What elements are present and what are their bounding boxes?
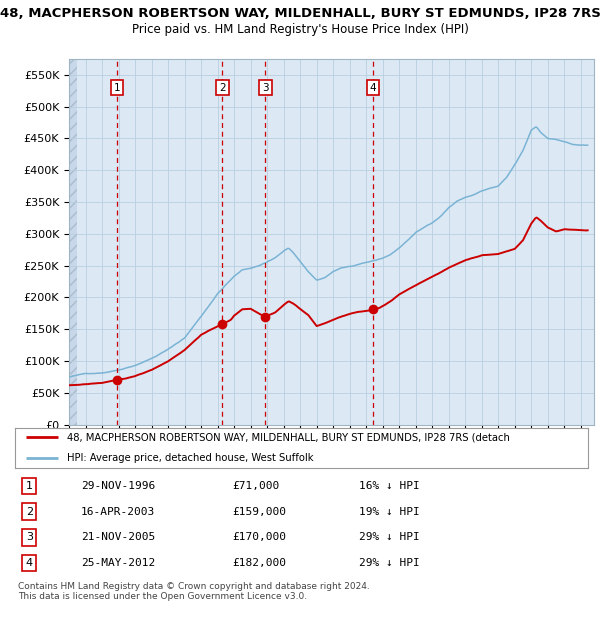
Text: £182,000: £182,000 — [233, 558, 287, 568]
Text: 29-NOV-1996: 29-NOV-1996 — [81, 481, 155, 491]
Text: £71,000: £71,000 — [233, 481, 280, 491]
Text: 48, MACPHERSON ROBERTSON WAY, MILDENHALL, BURY ST EDMUNDS, IP28 7RS: 48, MACPHERSON ROBERTSON WAY, MILDENHALL… — [0, 7, 600, 20]
Text: 48, MACPHERSON ROBERTSON WAY, MILDENHALL, BURY ST EDMUNDS, IP28 7RS (detach: 48, MACPHERSON ROBERTSON WAY, MILDENHALL… — [67, 433, 509, 443]
Text: 3: 3 — [26, 533, 33, 542]
Text: 2: 2 — [26, 507, 33, 516]
Text: 1: 1 — [114, 82, 121, 92]
Text: 21-NOV-2005: 21-NOV-2005 — [81, 533, 155, 542]
Text: 4: 4 — [26, 558, 33, 568]
Text: 19% ↓ HPI: 19% ↓ HPI — [359, 507, 419, 516]
Text: Contains HM Land Registry data © Crown copyright and database right 2024.
This d: Contains HM Land Registry data © Crown c… — [18, 582, 370, 601]
Text: 29% ↓ HPI: 29% ↓ HPI — [359, 558, 419, 568]
Text: £170,000: £170,000 — [233, 533, 287, 542]
Text: £159,000: £159,000 — [233, 507, 287, 516]
Text: 2: 2 — [219, 82, 226, 92]
Polygon shape — [69, 59, 77, 425]
Text: 25-MAY-2012: 25-MAY-2012 — [81, 558, 155, 568]
Text: Price paid vs. HM Land Registry's House Price Index (HPI): Price paid vs. HM Land Registry's House … — [131, 23, 469, 36]
Text: HPI: Average price, detached house, West Suffolk: HPI: Average price, detached house, West… — [67, 453, 313, 463]
Text: 1: 1 — [26, 481, 33, 491]
Text: 29% ↓ HPI: 29% ↓ HPI — [359, 533, 419, 542]
Text: 16% ↓ HPI: 16% ↓ HPI — [359, 481, 419, 491]
Text: 3: 3 — [262, 82, 269, 92]
Text: 4: 4 — [370, 82, 376, 92]
Text: 16-APR-2003: 16-APR-2003 — [81, 507, 155, 516]
